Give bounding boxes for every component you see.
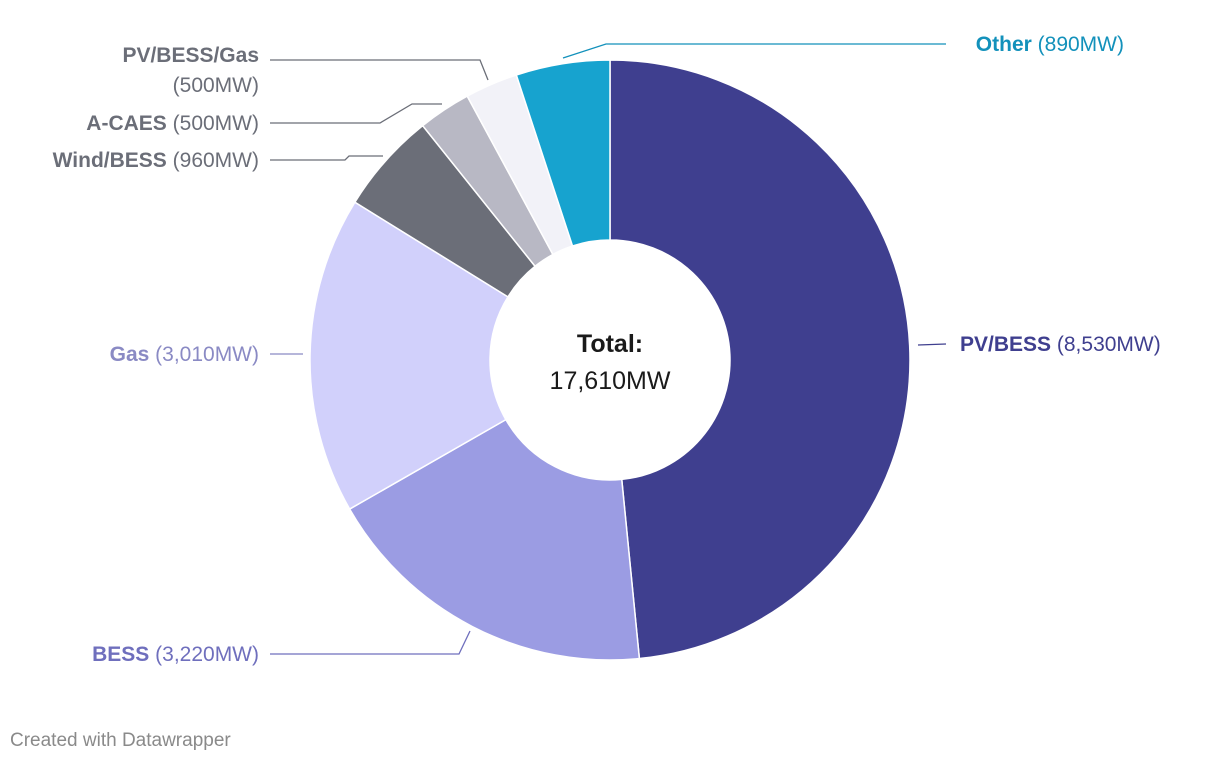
label-a-caes: A-CAES (500MW) [86,112,259,135]
label-wind-bess: Wind/BESS (960MW) [53,149,259,172]
center-total-title: Total: [577,330,643,358]
label-other: Other (890MW) [976,33,1124,56]
label-gas: Gas (3,010MW) [110,343,259,366]
leader-line-a-caes [270,103,442,124]
leader-line-pv-bess [917,343,947,346]
leader-lines-group [270,43,947,655]
leader-line-pv-bess-gas [270,59,489,81]
slices-group [309,59,911,661]
label-pv-bess-gas: PV/BESS/Gas (500MW) [122,44,259,97]
slice-labels-group: PV/BESS (8,530MW) BESS (3,220MW) Gas (3,01… [53,33,1161,666]
leader-line-bess [270,630,471,655]
leader-line-other [562,43,946,59]
footer-credit: Created with Datawrapper [10,730,231,751]
label-bess: BESS (3,220MW) [92,643,259,666]
center-total-value: 17,610MW [550,367,671,395]
leader-line-wind-bess [270,155,383,161]
donut-hole [490,240,730,480]
label-pv-bess: PV/BESS (8,530MW) [960,333,1161,356]
